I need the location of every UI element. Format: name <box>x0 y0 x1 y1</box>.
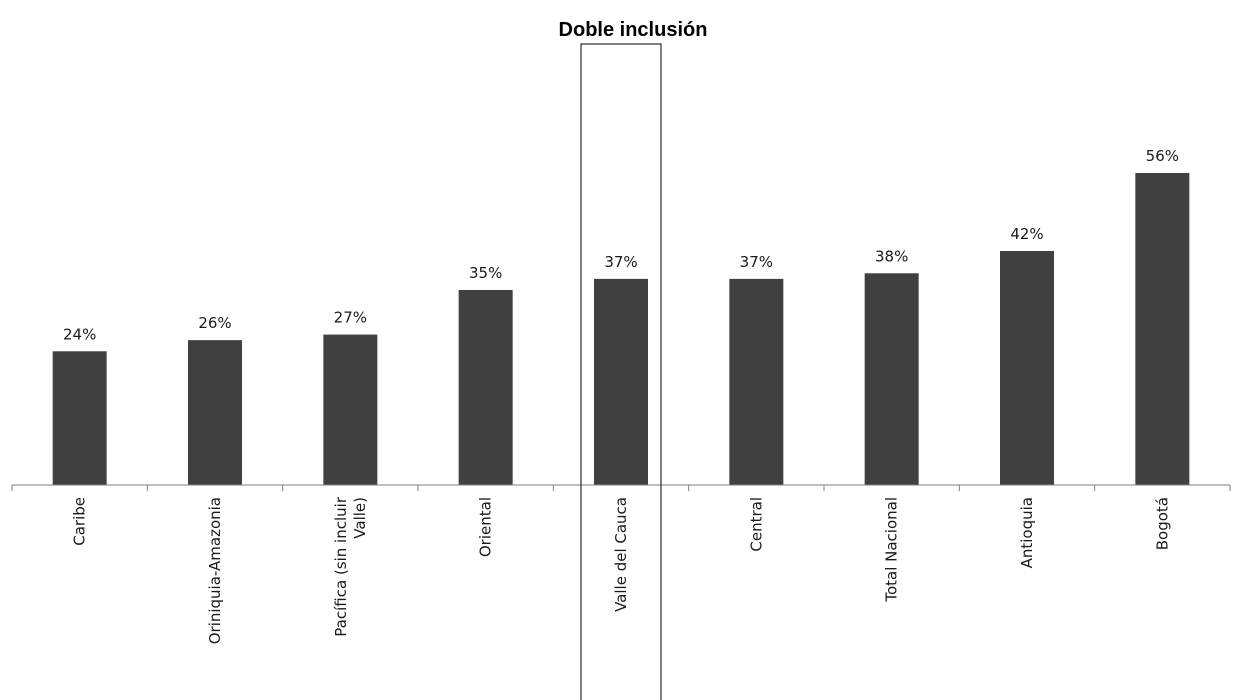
bar <box>1135 173 1190 485</box>
highlight-box <box>580 43 662 700</box>
value-label: 24% <box>63 325 96 343</box>
value-label: 37% <box>604 253 637 271</box>
category-label: Bogotá <box>1153 497 1171 550</box>
category-label-line: Bogotá <box>1153 497 1171 550</box>
bars-group <box>52 173 1190 485</box>
value-label: 38% <box>875 247 908 265</box>
value-label: 42% <box>1010 225 1043 243</box>
category-label-line: Oriental <box>477 497 495 557</box>
category-label-line: Antioquia <box>1018 497 1036 568</box>
category-labels-group: Caribe Oriniquia-Amazonia Pacífica (sin in… <box>71 496 1172 644</box>
value-label: 35% <box>469 264 502 282</box>
bar <box>323 334 378 485</box>
category-label-line: Central <box>747 497 765 552</box>
category-label: Antioquia <box>1018 497 1036 568</box>
category-label: Caribe <box>71 497 89 546</box>
chart-title: Doble inclusión <box>559 19 708 41</box>
bar <box>458 290 513 485</box>
category-label-line: Total Nacional <box>883 497 901 603</box>
value-label: 37% <box>740 253 773 271</box>
category-label: Pacífica (sin incluirValle) <box>332 496 369 637</box>
value-label: 27% <box>334 309 367 327</box>
category-label-line: Valle) <box>351 497 369 539</box>
category-label-line: Caribe <box>71 497 89 546</box>
highlight-group <box>580 43 662 700</box>
value-labels-group: 24% 26% 27% 35% 37% 37% 38% 42% 56% <box>63 147 1179 343</box>
category-label: Central <box>747 497 765 552</box>
x-axis <box>11 484 1231 491</box>
bar <box>729 278 784 485</box>
value-label: 26% <box>198 314 231 332</box>
bar <box>1000 251 1054 485</box>
bar <box>594 278 648 485</box>
category-label: Oriniquia-Amazonia <box>206 497 224 644</box>
category-label: Oriental <box>477 497 495 557</box>
category-label-line: Oriniquia-Amazonia <box>206 497 224 644</box>
category-label: Valle del Cauca <box>612 497 630 612</box>
bar <box>52 351 107 485</box>
bar <box>188 340 242 485</box>
bar <box>864 273 919 485</box>
category-label: Total Nacional <box>883 497 901 603</box>
category-label-line: Valle del Cauca <box>612 497 630 612</box>
category-label-line: Pacífica (sin incluir <box>332 496 350 637</box>
value-label: 56% <box>1146 147 1179 165</box>
